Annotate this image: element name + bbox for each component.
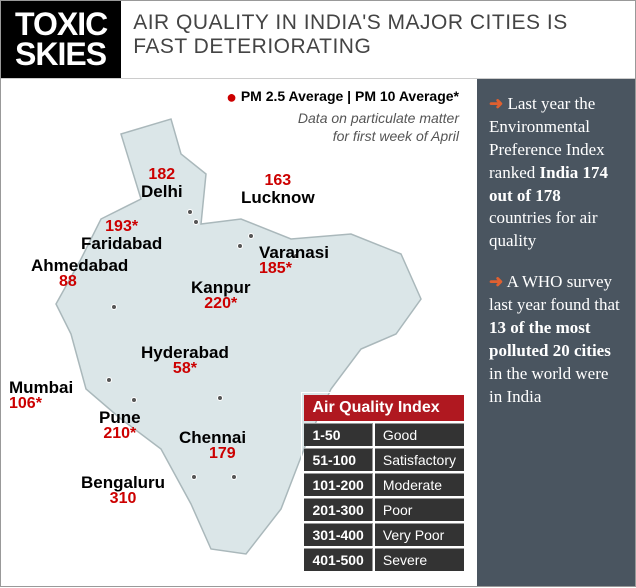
dot-icon: ● [226,87,237,107]
marker-kanpur [237,243,243,249]
arrow-icon: ➜ [489,272,503,291]
title-block: TOXIC SKIES [1,1,121,78]
marker-pune [131,397,137,403]
content-row: ● PM 2.5 Average | PM 10 Average* Data o… [1,79,635,586]
marker-lucknow [248,233,254,239]
subtitle: AIR QUALITY IN INDIA'S MAJOR CITIES IS F… [121,1,635,78]
legend-line2a: Data on particulate matter [226,110,459,126]
marker-bengaluru [191,474,197,480]
table-row: 401-500Severe [304,548,464,571]
infographic-container: TOXIC SKIES AIR QUALITY IN INDIA'S MAJOR… [0,0,636,587]
aqi-title: Air Quality Index [304,395,464,421]
marker-varanasi [293,253,299,259]
table-row: 201-300Poor [304,498,464,521]
arrow-icon: ➜ [489,94,503,113]
marker-chennai [231,474,237,480]
map-area: ● PM 2.5 Average | PM 10 Average* Data o… [1,79,477,586]
aqi-table: Air Quality Index 1-50Good 51-100Satisfa… [301,392,467,574]
marker-hyderabad [217,395,223,401]
legend: ● PM 2.5 Average | PM 10 Average* Data o… [226,87,459,144]
legend-line2b: for first week of April [226,128,459,144]
sidebar-p1: ➜ Last year the Environ­mental Pref­eren… [489,93,623,254]
table-row: 301-400Very Poor [304,523,464,546]
table-row: 1-50Good [304,423,464,446]
marker-faridabad [193,219,199,225]
marker-mumbai [106,377,112,383]
header: TOXIC SKIES AIR QUALITY IN INDIA'S MAJOR… [1,1,635,79]
sidebar: ➜ Last year the Environ­mental Pref­eren… [477,79,635,586]
sidebar-p2: ➜ A WHO survey last year found that 13 o… [489,271,623,409]
marker-delhi [187,209,193,215]
legend-line1: ● PM 2.5 Average | PM 10 Average* [226,87,459,108]
marker-ahmedabad [111,304,117,310]
table-row: 101-200Moderate [304,473,464,496]
title-line2: SKIES [15,39,107,69]
title-line1: TOXIC [15,9,107,39]
table-row: 51-100Satisfactory [304,448,464,471]
